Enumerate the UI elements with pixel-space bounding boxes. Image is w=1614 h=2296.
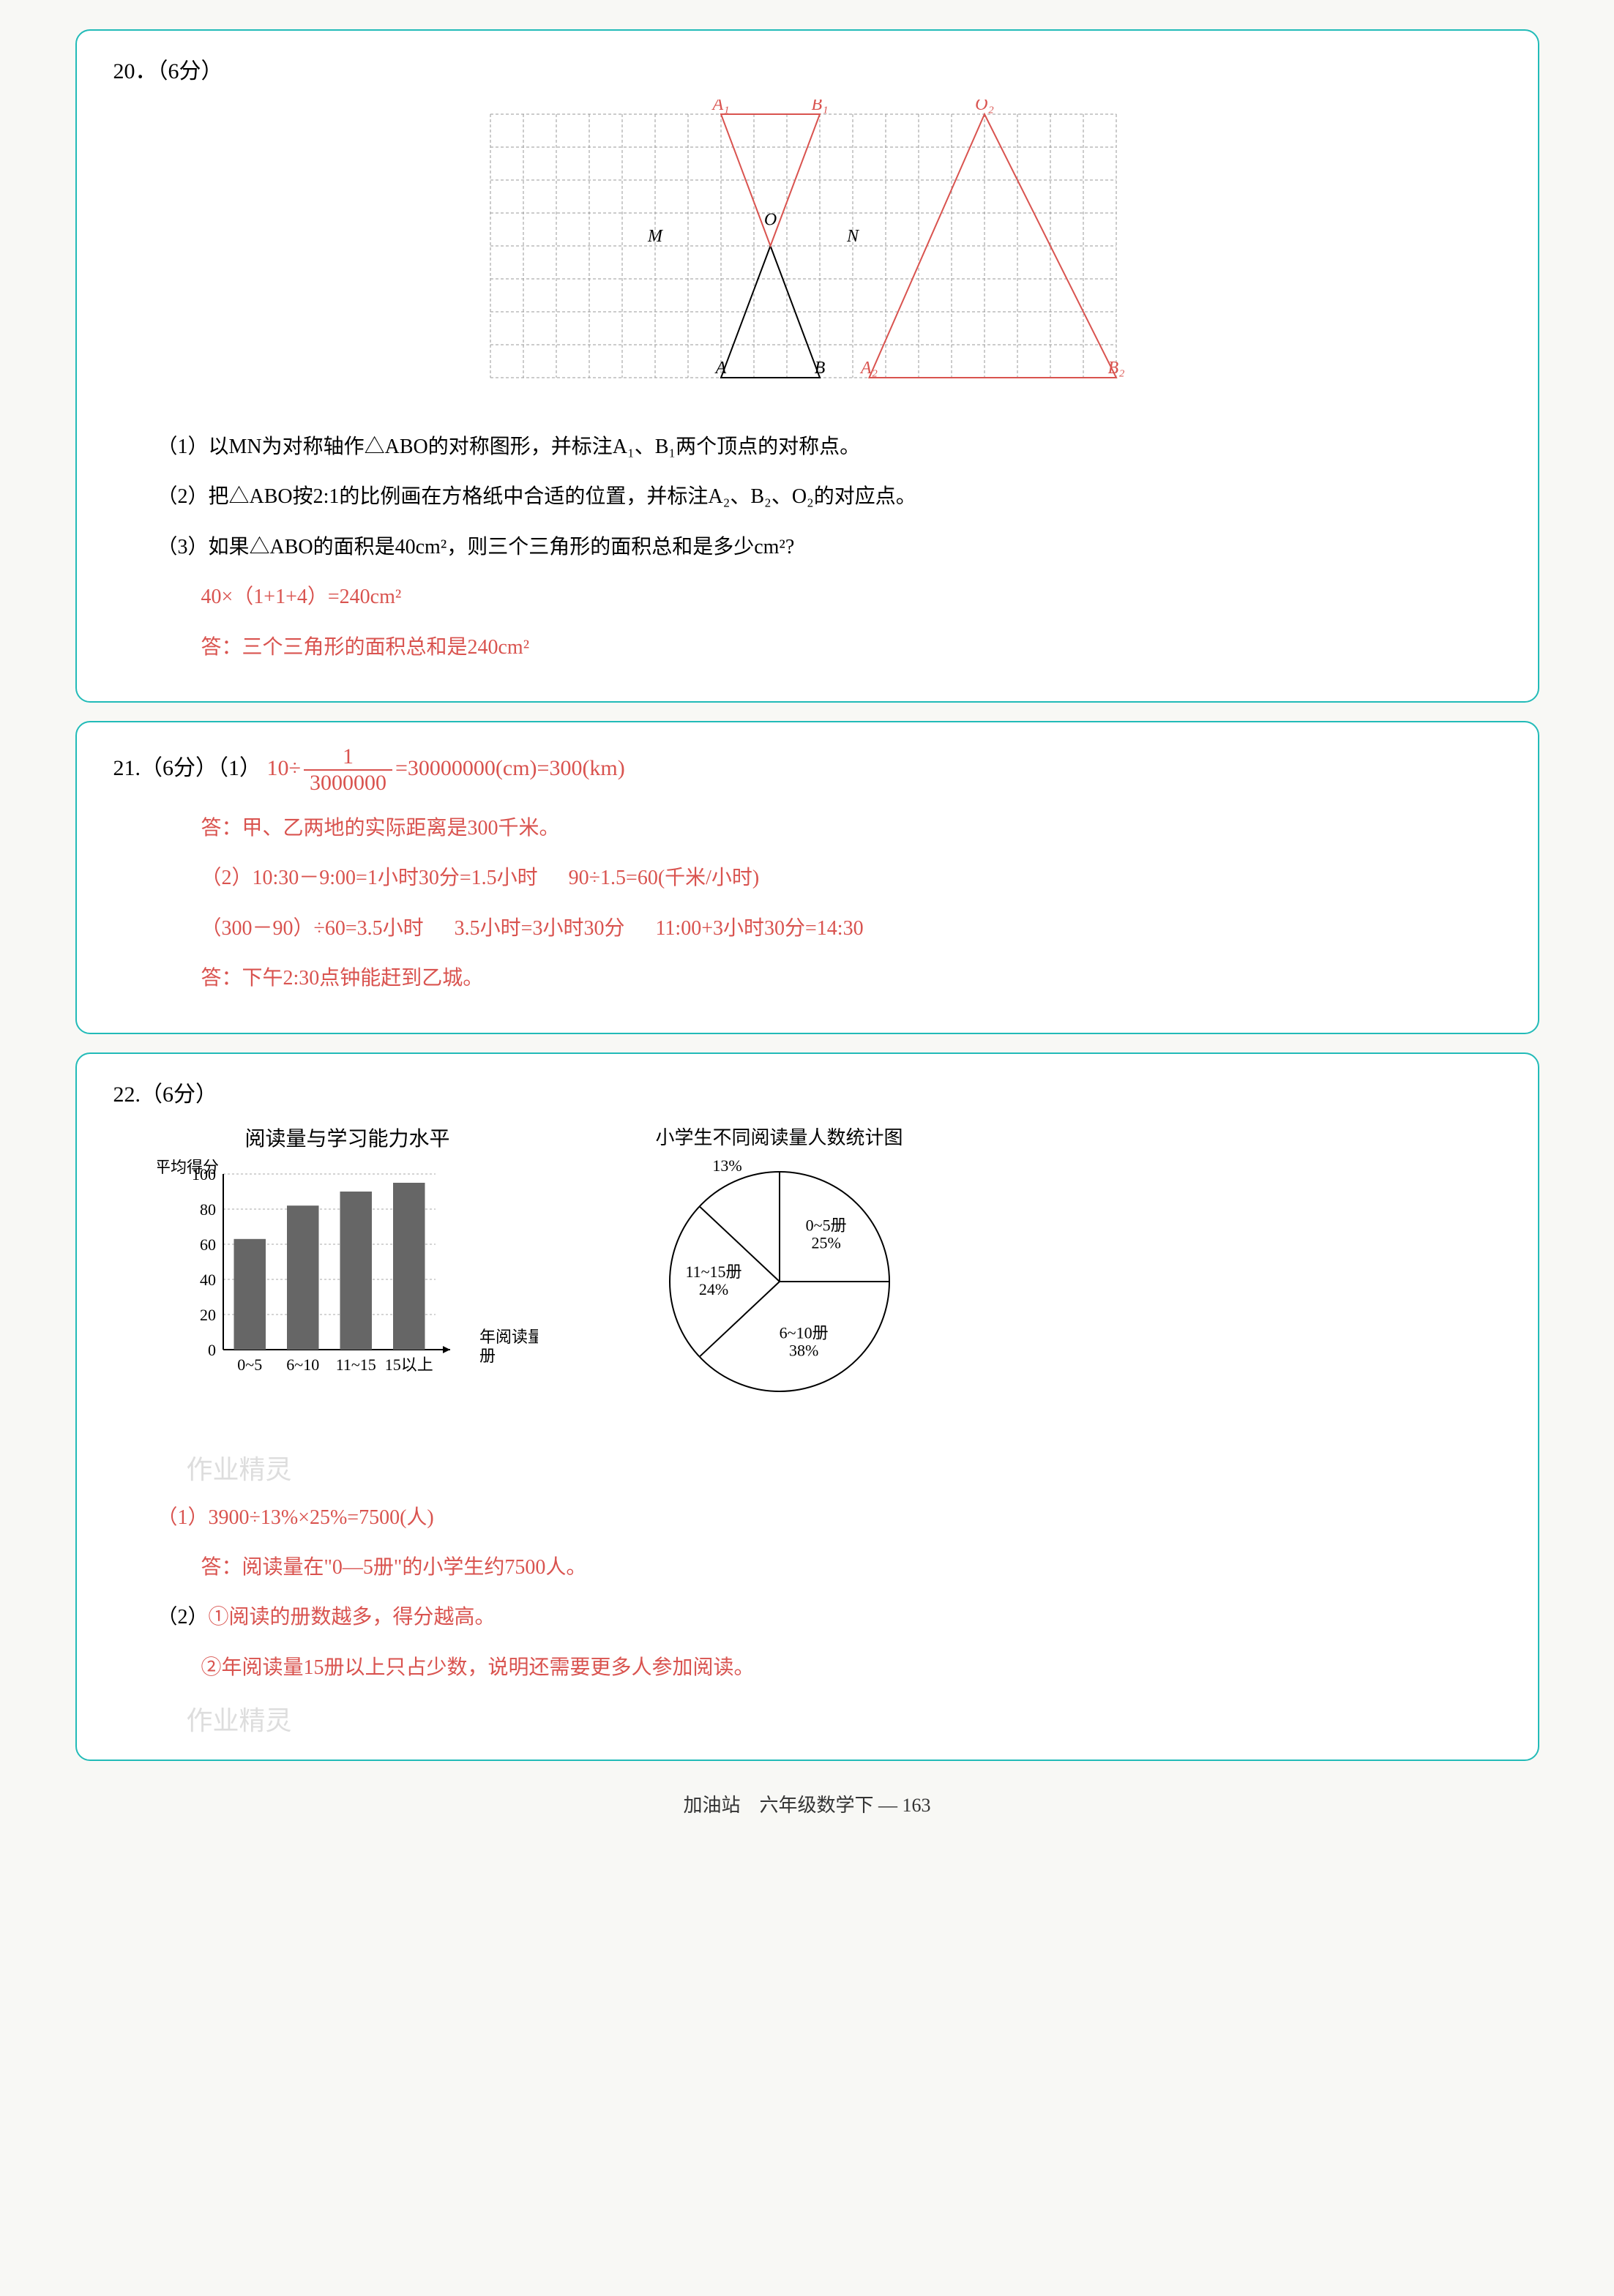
q21-after: =30000000(cm)=300(km) (395, 756, 625, 780)
svg-text:年阅读量: 年阅读量 (479, 1328, 538, 1346)
svg-text:6~10: 6~10 (286, 1355, 319, 1374)
q20-header: 20．（6分） (113, 53, 1509, 85)
q20-line3: （3）如果△ABO的面积是40cm²，则三个三角形的面积总和是多少cm²? (157, 529, 1509, 566)
svg-text:6~10册: 6~10册 (779, 1323, 828, 1342)
q21-before: 10÷ (267, 756, 301, 780)
q21-header: 21.（6分）（1） 10÷13000000=30000000(cm)=300(… (113, 744, 1509, 796)
fraction: 13000000 (304, 744, 392, 796)
q20-line2: （2）把△ABO按2:1的比例画在方格纸中合适的位置，并标注A₂、B₂、O₂的对… (157, 479, 1509, 515)
svg-text:B₂: B₂ (1107, 359, 1124, 378)
page-footer: 加油站 六年级数学下 — 163 (75, 1790, 1539, 1817)
svg-text:24%: 24% (698, 1280, 728, 1298)
svg-text:册: 册 (479, 1347, 496, 1365)
svg-text:40: 40 (200, 1271, 216, 1289)
svg-text:80: 80 (200, 1200, 216, 1219)
watermark: 作业精灵 (187, 1448, 1509, 1487)
q21-l3a: （300－90）÷60=3.5小时 (201, 917, 424, 940)
watermark-2: 作业精灵 (187, 1699, 1509, 1738)
svg-text:O: O (764, 211, 777, 230)
svg-text:60: 60 (200, 1235, 216, 1254)
svg-text:15以上: 15以上 (384, 1355, 433, 1374)
q22-line3: ②年阅读量15册以上只占少数，说明还需要更多人参加阅读。 (201, 1650, 1509, 1686)
svg-text:O₂: O₂ (975, 100, 994, 114)
pie-chart: 0~5册25%6~10册38%11~15册24%15册以上13% (582, 1157, 977, 1421)
bar-chart: 0204060801000~56~1011~1515以上平均得分年阅读量册 (157, 1159, 538, 1394)
svg-text:B: B (815, 359, 826, 378)
page: 20．（6分） A₁ B₁ O₂ M O N A B A₂ B₂ （1）以MN为对称轴作△ABO的… (75, 29, 1539, 1817)
q22-l2-red: ①阅读的册数越多，得分越高。 (209, 1606, 496, 1628)
q20-line1: （1）以MN为对称轴作△ABO的对称图形，并标注A₁、B₁两个顶点的对称点。 (157, 429, 1509, 465)
svg-text:38%: 38% (788, 1341, 818, 1359)
question-21: 21.（6分）（1） 10÷13000000=30000000(cm)=300(… (75, 721, 1539, 1034)
q21-l2b: 90÷1.5=60(千米/小时) (569, 867, 760, 889)
q21-l2a: （2）10:30－9:00=1小时30分=1.5小时 (201, 867, 538, 889)
q21-header-text: 21.（6分）（1） (113, 756, 262, 780)
question-22: 22.（6分） 阅读量与学习能力水平 0204060801000~56~1011… (75, 1052, 1539, 1762)
q22-calc1: （1）3900÷13%×25%=7500(人) (157, 1500, 1509, 1536)
svg-text:M: M (647, 227, 664, 246)
svg-text:0: 0 (208, 1341, 216, 1359)
pie-chart-title: 小学生不同阅读量人数统计图 (582, 1123, 977, 1150)
frac-den: 3000000 (304, 771, 392, 796)
pie-chart-wrap: 小学生不同阅读量人数统计图 0~5册25%6~10册38%11~15册24%15… (582, 1123, 977, 1426)
q21-ans2: 答：下午2:30点钟能赶到乙城。 (201, 960, 1509, 997)
q20-answer: 答：三个三角形的面积总和是240cm² (201, 629, 1509, 666)
q22-header: 22.（6分） (113, 1076, 1509, 1108)
svg-text:0~5: 0~5 (237, 1355, 262, 1374)
svg-text:N: N (846, 227, 860, 246)
bar-chart-title: 阅读量与学习能力水平 (157, 1123, 538, 1152)
q21-ans1: 答：甲、乙两地的实际距离是300千米。 (201, 810, 1509, 847)
q22-l2-black: （2） (157, 1606, 209, 1628)
svg-text:A₁: A₁ (711, 100, 729, 114)
frac-num: 1 (304, 744, 392, 771)
q21-l3b: 3.5小时=3小时30分 (455, 917, 625, 940)
svg-text:A₂: A₂ (859, 359, 878, 378)
svg-text:A: A (714, 359, 727, 378)
charts-row: 阅读量与学习能力水平 0204060801000~56~1011~1515以上平… (157, 1123, 1509, 1426)
svg-text:11~15册: 11~15册 (685, 1263, 741, 1281)
svg-text:20: 20 (200, 1306, 216, 1324)
q20-grid: A₁ B₁ O₂ M O N A B A₂ B₂ (476, 100, 1146, 407)
q21-line2: （2）10:30－9:00=1小时30分=1.5小时 90÷1.5=60(千米/… (201, 860, 1509, 897)
q22-line2: （2）①阅读的册数越多，得分越高。 (157, 1599, 1509, 1636)
question-20: 20．（6分） A₁ B₁ O₂ M O N A B A₂ B₂ （1）以MN为对称轴作△ABO的… (75, 29, 1539, 703)
svg-text:B₁: B₁ (811, 100, 828, 114)
bar-chart-wrap: 阅读量与学习能力水平 0204060801000~56~1011~1515以上平… (157, 1123, 538, 1399)
svg-text:11~15: 11~15 (335, 1355, 376, 1374)
q21-line3: （300－90）÷60=3.5小时 3.5小时=3小时30分 11:00+3小时… (201, 910, 1509, 947)
q21-calc1: 10÷13000000=30000000(cm)=300(km) (267, 756, 625, 780)
svg-text:0~5册: 0~5册 (805, 1216, 846, 1234)
q22-ans1: 答：阅读量在"0—5册"的小学生约7500人。 (201, 1549, 1509, 1586)
svg-text:13%: 13% (712, 1157, 741, 1175)
svg-text:平均得分: 平均得分 (157, 1159, 219, 1176)
q20-calc: 40×（1+1+4）=240cm² (201, 579, 1509, 616)
svg-text:25%: 25% (811, 1233, 840, 1252)
q21-l3c: 11:00+3小时30分=14:30 (655, 917, 863, 940)
